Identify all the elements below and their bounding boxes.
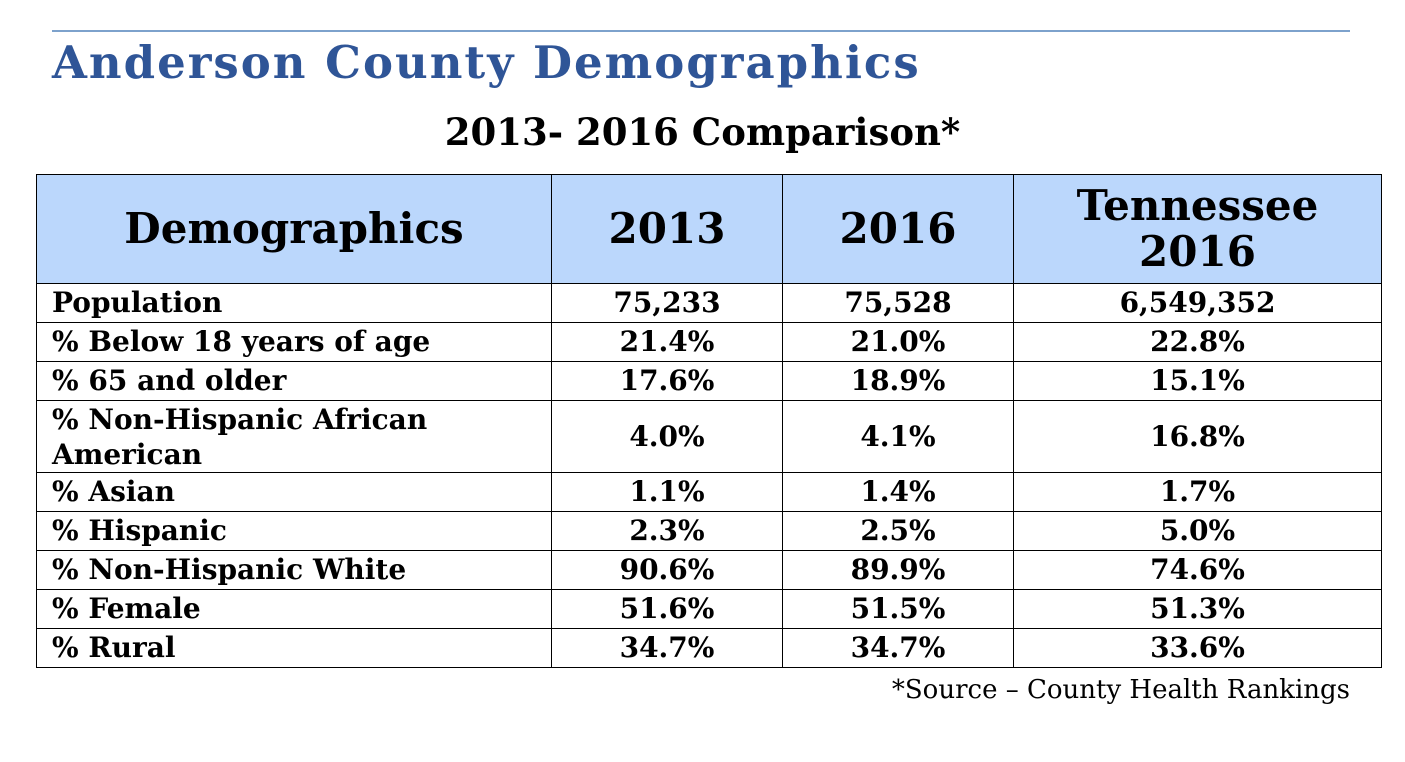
row-label: % Female <box>36 589 552 629</box>
cell-value: 74.6% <box>1013 550 1382 590</box>
cell-value: 22.8% <box>1013 322 1382 362</box>
cell-value: 18.9% <box>782 361 1014 401</box>
cell-value: 5.0% <box>1013 511 1382 551</box>
row-label: % Hispanic <box>36 511 552 551</box>
cell-value: 33.6% <box>1013 628 1382 668</box>
cell-value: 90.6% <box>551 550 783 590</box>
cell-value: 16.8% <box>1013 400 1382 473</box>
cell-value: 15.1% <box>1013 361 1382 401</box>
row-label: Population <box>36 283 552 323</box>
cell-value: 1.1% <box>551 472 783 512</box>
header-2016: 2016 <box>782 174 1014 284</box>
header-demographics: Demographics <box>36 174 552 284</box>
cell-value: 2.3% <box>551 511 783 551</box>
cell-value: 4.1% <box>782 400 1014 473</box>
cell-value: 21.4% <box>551 322 783 362</box>
cell-value: 2.5% <box>782 511 1014 551</box>
page-title: Anderson County Demographics <box>52 36 921 89</box>
row-label: % Non-Hispanic African American <box>36 400 552 473</box>
table-row: % Non-Hispanic White 90.6% 89.9% 74.6% <box>36 550 1382 590</box>
header-2013: 2013 <box>551 174 783 284</box>
table-row: % Female 51.6% 51.5% 51.3% <box>36 589 1382 629</box>
cell-value: 1.4% <box>782 472 1014 512</box>
row-label: % Below 18 years of age <box>36 322 552 362</box>
cell-value: 51.3% <box>1013 589 1382 629</box>
row-label: % 65 and older <box>36 361 552 401</box>
cell-value: 51.5% <box>782 589 1014 629</box>
cell-value: 34.7% <box>551 628 783 668</box>
header-tennessee-label: Tennessee 2016 <box>1076 181 1319 276</box>
cell-value: 6,549,352 <box>1013 283 1382 323</box>
page-subtitle: 2013- 2016 Comparison* <box>444 110 961 154</box>
demographics-table: Demographics 2013 2016 Tennessee 2016 Po… <box>36 174 1382 668</box>
cell-value: 34.7% <box>782 628 1014 668</box>
table-row: % Rural 34.7% 34.7% 33.6% <box>36 628 1382 668</box>
table-header-row: Demographics 2013 2016 Tennessee 2016 <box>36 174 1382 284</box>
cell-value: 1.7% <box>1013 472 1382 512</box>
table-row: % Non-Hispanic African American 4.0% 4.1% 1… <box>36 400 1382 473</box>
row-label: % Rural <box>36 628 552 668</box>
cell-value: 51.6% <box>551 589 783 629</box>
cell-value: 75,233 <box>551 283 783 323</box>
cell-value: 4.0% <box>551 400 783 473</box>
row-label: % Asian <box>36 472 552 512</box>
title-rule <box>52 30 1350 32</box>
row-label: % Non-Hispanic White <box>36 550 552 590</box>
cell-value: 89.9% <box>782 550 1014 590</box>
table-row: % Hispanic 2.3% 2.5% 5.0% <box>36 511 1382 551</box>
header-tennessee-2016: Tennessee 2016 <box>1013 174 1382 284</box>
table-row: % Asian 1.1% 1.4% 1.7% <box>36 472 1382 512</box>
table-row: Population 75,233 75,528 6,549,352 <box>36 283 1382 323</box>
table-row: % 65 and older 17.6% 18.9% 15.1% <box>36 361 1382 401</box>
cell-value: 17.6% <box>551 361 783 401</box>
table-row: % Below 18 years of age 21.4% 21.0% 22.8% <box>36 322 1382 362</box>
source-note: *Source – County Health Rankings <box>891 675 1350 705</box>
cell-value: 75,528 <box>782 283 1014 323</box>
cell-value: 21.0% <box>782 322 1014 362</box>
